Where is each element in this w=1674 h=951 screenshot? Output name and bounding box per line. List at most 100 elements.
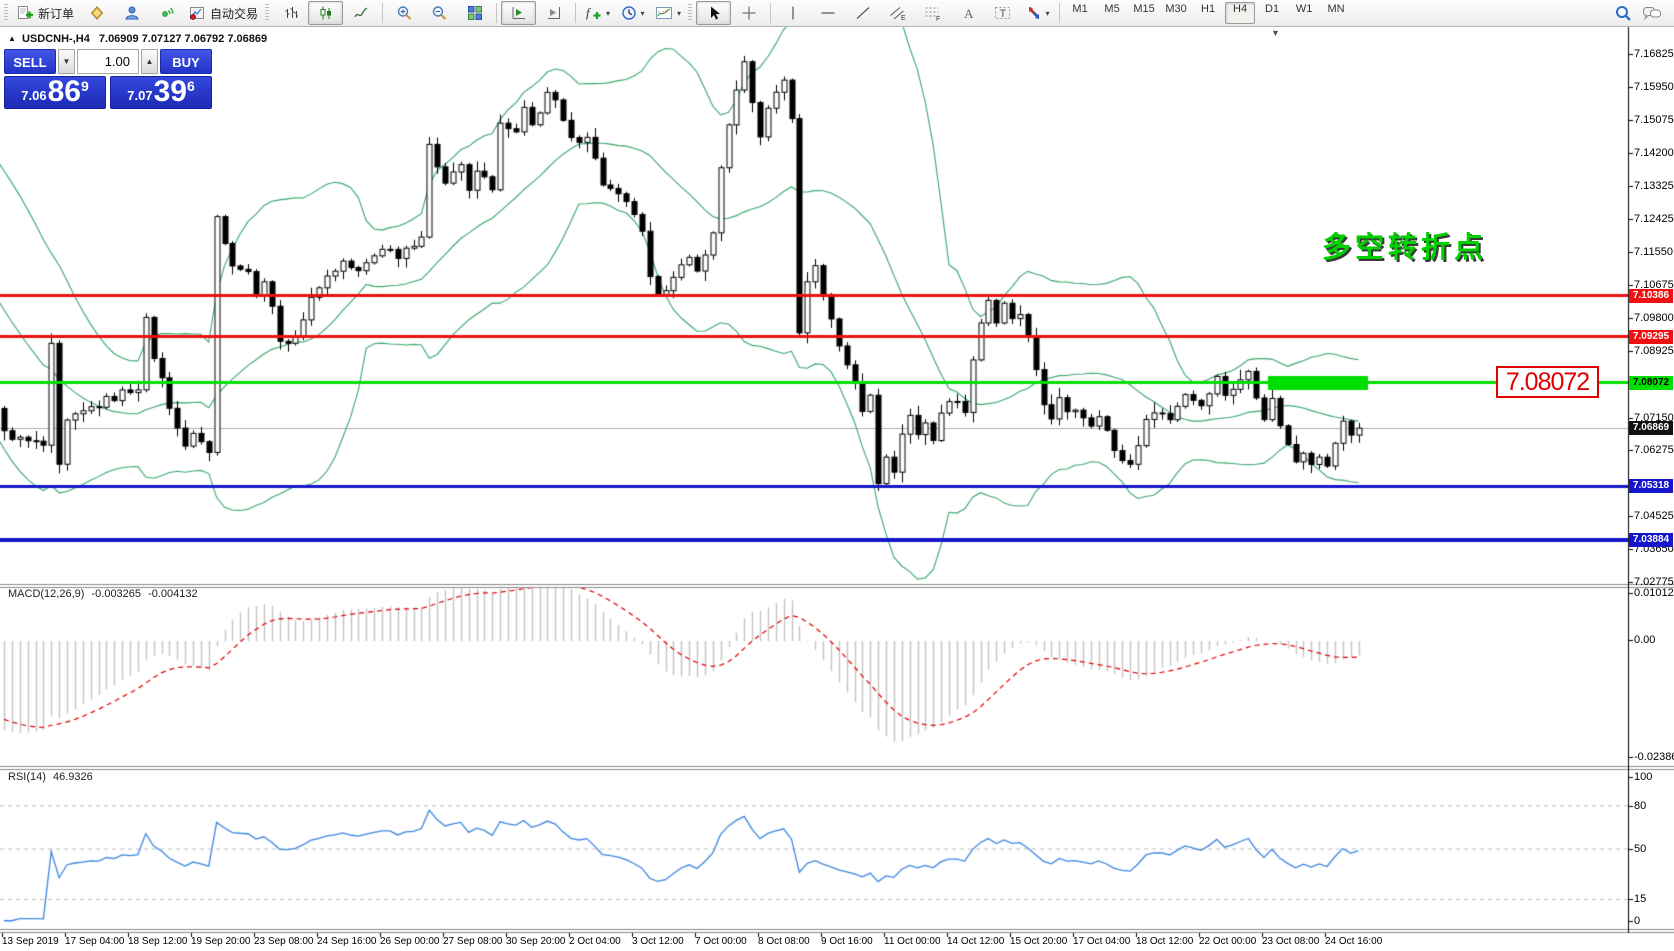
periods-caret[interactable]: ▾ xyxy=(640,8,645,18)
chat-icon[interactable] xyxy=(1642,4,1662,22)
macd-tick-label: 0.00 xyxy=(1634,634,1656,646)
line-chart-icon xyxy=(353,7,367,18)
indicators-button[interactable]: f ▾ xyxy=(580,1,615,25)
toolbar-grip[interactable] xyxy=(265,4,270,22)
time-axis-label: 9 Oct 16:00 xyxy=(821,936,873,947)
tile-windows-icon xyxy=(467,6,482,20)
buy-price-big: 39 xyxy=(153,75,187,108)
new-order-label: 新订单 xyxy=(38,6,75,21)
timeframe-m1[interactable]: M1 xyxy=(1072,3,1088,15)
channel-button[interactable]: E xyxy=(880,1,915,25)
rsi-tick-label: 80 xyxy=(1634,799,1647,812)
price-tick-label: 7.07150 xyxy=(1634,411,1674,424)
collapse-panel-icon[interactable]: ▲ xyxy=(8,34,16,43)
candlestick-chart-button[interactable] xyxy=(308,1,344,25)
timeframe-group: M1 M5 M15 M30 H1 H4 D1 W1 MN xyxy=(1064,2,1352,24)
timeframe-h4[interactable]: H4 xyxy=(1225,2,1256,24)
signals-button[interactable] xyxy=(149,1,184,25)
arrows-caret[interactable]: ▾ xyxy=(1045,8,1050,18)
crosshair-icon xyxy=(742,6,756,20)
label-glyph: T xyxy=(1000,8,1007,20)
timeframe-h1[interactable]: H1 xyxy=(1201,3,1216,15)
periods-button[interactable]: ▾ xyxy=(615,1,650,25)
price-tick-label: 7.09800 xyxy=(1634,311,1674,324)
templates-button[interactable]: ▾ xyxy=(650,1,686,25)
quotes-icon xyxy=(90,6,103,20)
crosshair-button[interactable] xyxy=(731,1,766,25)
auto-scroll-icon xyxy=(512,7,525,19)
search-icon[interactable] xyxy=(1614,4,1632,22)
timeframe-m30[interactable]: M30 xyxy=(1165,3,1187,15)
volume-decrease-button[interactable]: ▼ xyxy=(58,49,75,74)
horizontal-line-button[interactable] xyxy=(810,1,845,25)
volume-increase-button[interactable]: ▲ xyxy=(141,49,158,74)
macd-label: MACD(12,26,9) -0.003265 -0.004132 xyxy=(8,588,198,600)
sell-price-big: 86 xyxy=(47,75,81,108)
bar-chart-button[interactable] xyxy=(273,1,308,25)
bar-chart-icon xyxy=(285,7,298,18)
time-axis-label: 22 Oct 00:00 xyxy=(1199,936,1257,947)
price-tick-label: 7.15075 xyxy=(1634,113,1674,126)
time-axis-label: 18 Sep 12:00 xyxy=(128,936,188,947)
volume-input[interactable]: 1.00 xyxy=(77,49,139,74)
buy-price-small: 7.07 xyxy=(127,88,153,103)
tile-windows-button[interactable] xyxy=(457,1,492,25)
channel-glyph: E xyxy=(901,15,906,21)
timeframe-mn[interactable]: MN xyxy=(1327,3,1345,15)
sell-button[interactable]: SELL xyxy=(4,49,56,74)
quotes-button[interactable] xyxy=(79,1,114,25)
timeframe-d1[interactable]: D1 xyxy=(1265,3,1280,15)
toolbar-separator xyxy=(575,3,577,23)
trendline-button[interactable] xyxy=(845,1,880,25)
new-order-button[interactable]: 新订单 xyxy=(12,1,79,25)
one-click-trade-panel: SELL ▼ 1.00 ▲ BUY 7.06 86 9 7.07 39 6 xyxy=(4,49,212,109)
zoom-in-button[interactable] xyxy=(387,1,422,25)
price-tick-label: 7.04525 xyxy=(1634,510,1674,523)
arrows-button[interactable]: ▾ xyxy=(1020,1,1055,25)
price-tick-label: 7.08925 xyxy=(1634,344,1674,357)
vertical-line-button[interactable] xyxy=(775,1,810,25)
time-axis-label: 23 Sep 08:00 xyxy=(254,936,314,947)
timeframe-m5[interactable]: M5 xyxy=(1104,3,1120,15)
autotrade-button[interactable]: 自动交易 xyxy=(184,1,263,25)
indicators-caret[interactable]: ▾ xyxy=(606,8,611,18)
buy-price-box[interactable]: 7.07 39 6 xyxy=(110,76,212,109)
timeframe-m15[interactable]: M15 xyxy=(1133,3,1155,15)
cursor-button[interactable] xyxy=(696,1,732,25)
time-axis-label: 23 Oct 08:00 xyxy=(1262,936,1320,947)
price-tick-label: 7.02775 xyxy=(1634,575,1674,588)
zoom-out-button[interactable] xyxy=(422,1,457,25)
toolbar-separator xyxy=(770,3,772,23)
chart-shift-button[interactable] xyxy=(536,1,571,25)
time-axis-label: 15 Oct 20:00 xyxy=(1010,936,1068,947)
price-badge: 7.05318 xyxy=(1629,479,1673,494)
indicators-icon: f xyxy=(586,5,601,20)
sell-price-sup: 9 xyxy=(80,78,89,94)
rsi-tick-label: 100 xyxy=(1634,771,1653,783)
templates-caret[interactable]: ▾ xyxy=(677,8,682,18)
svg-text:f: f xyxy=(586,5,592,20)
toolbar-grip[interactable] xyxy=(688,4,693,22)
text-button[interactable]: A xyxy=(950,1,985,25)
toolbar-grip[interactable] xyxy=(4,4,8,22)
timeframe-w1[interactable]: W1 xyxy=(1295,3,1313,15)
text-icon: A xyxy=(964,6,974,21)
price-callout-box[interactable]: 7.08072 xyxy=(1496,366,1599,398)
label-button[interactable]: T xyxy=(985,1,1020,25)
sell-price-small: 7.06 xyxy=(21,88,47,103)
zoom-in-icon xyxy=(397,6,412,20)
chart-annotation[interactable]: 多空转折点 xyxy=(1322,232,1488,264)
fibonacci-button[interactable]: F xyxy=(915,1,950,25)
profile-button[interactable] xyxy=(114,1,149,25)
line-chart-button[interactable] xyxy=(343,1,378,25)
buy-button[interactable]: BUY xyxy=(160,49,212,74)
auto-scroll-button[interactable] xyxy=(501,1,537,25)
price-tick-label: 7.13325 xyxy=(1634,179,1674,192)
chart-shift-marker[interactable]: ▼ xyxy=(1271,28,1280,38)
time-axis-label: 2 Oct 04:00 xyxy=(569,936,621,947)
text-glyph: A xyxy=(964,6,974,21)
time-axis-label: 18 Oct 12:00 xyxy=(1136,936,1194,947)
periods-icon xyxy=(621,6,636,20)
sell-price-box[interactable]: 7.06 86 9 xyxy=(4,76,106,109)
